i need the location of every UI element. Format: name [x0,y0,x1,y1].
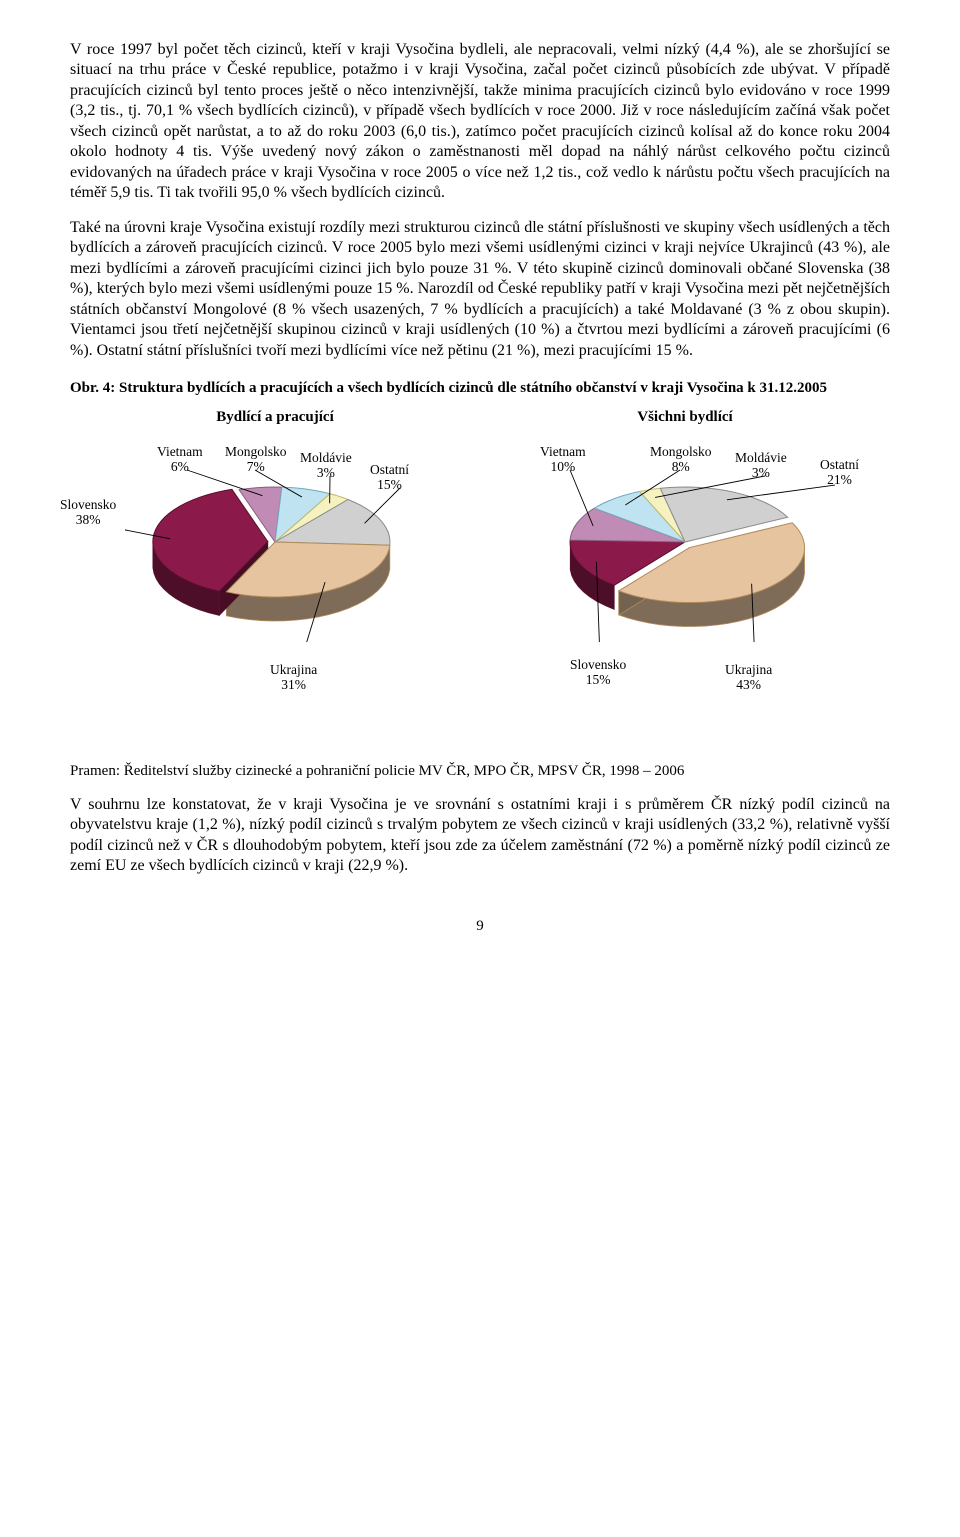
slice-label: Mongolsko7% [225,444,287,475]
slice-label: Slovensko15% [570,657,626,688]
slice-label: Ukrajina43% [725,662,772,693]
pie-chart-right: Všichni bydlící Slovensko15% Vietnam10% Mo… [480,402,890,732]
paragraph-2: Také na úrovni kraje Vysočina existují r… [70,218,890,361]
paragraph-3: V souhrnu lze konstatovat, že v kraji Vy… [70,795,890,877]
pie-chart-left: Bydlící a pracující Slovensko38%Vietnam6… [70,402,480,732]
chart2-svg [535,462,835,642]
figure-title: Obr. 4: Struktura bydlících a pracujícíc… [122,379,890,398]
slice-label: Vietnam10% [540,444,586,475]
slice-label: Moldávie3% [735,450,787,481]
slice-label: Moldávie3% [300,450,352,481]
slice-label: Ukrajina31% [270,662,317,693]
slice-label: Vietnam6% [157,444,203,475]
page-root: V roce 1997 byl počet těch cizinců, kteř… [0,0,960,966]
chart2-title: Všichni bydlící [480,408,890,427]
paragraph-1: V roce 1997 byl počet těch cizinců, kteř… [70,40,890,204]
slice-label: Slovensko38% [60,497,116,528]
slice-label: Ostatní15% [370,462,409,493]
figure-charts: Bydlící a pracující Slovensko38%Vietnam6… [70,402,890,732]
source-line: Pramen: Ředitelství služby cizinecké a p… [70,762,890,781]
page-number: 9 [70,917,890,936]
slice-label: Mongolsko8% [650,444,712,475]
slice-label: Ostatní21% [820,457,859,488]
chart1-title: Bydlící a pracující [70,408,480,427]
